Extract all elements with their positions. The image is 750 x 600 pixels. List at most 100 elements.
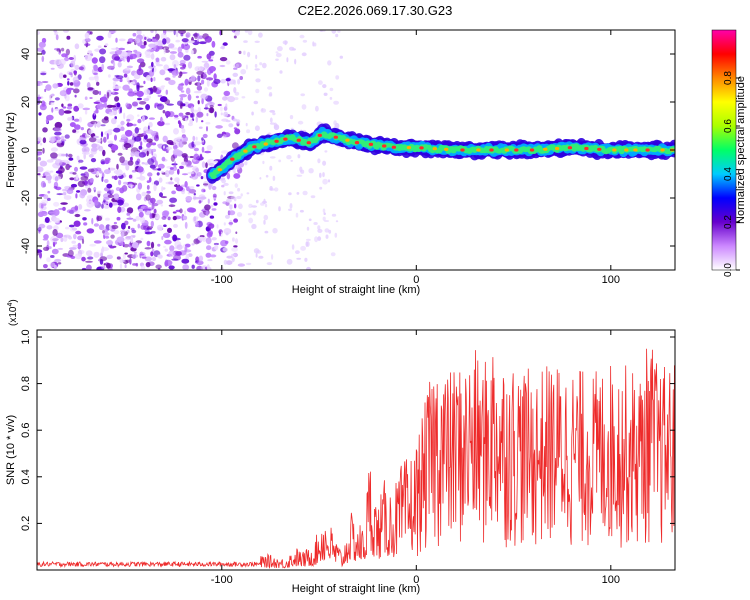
noise-speck [205,121,211,125]
noise-speck [177,120,181,125]
noise-speck [102,149,106,157]
noise-speck [148,43,156,48]
noise-speck [289,46,295,51]
noise-speck [173,223,178,228]
noise-speck [259,177,262,180]
noise-speck [308,168,314,174]
noise-speck [174,160,177,168]
noise-speck [181,173,189,176]
noise-speck [114,134,117,141]
noise-speck [115,37,118,43]
noise-speck [70,183,78,188]
noise-speck [105,240,114,246]
noise-speck [68,188,74,191]
noise-speck [225,103,228,109]
noise-speck [256,250,261,254]
noise-speck [195,116,198,123]
x-tick-label: 100 [602,274,620,286]
noise-speck [137,182,143,190]
noise-speck [180,32,184,37]
noise-speck [37,166,44,173]
colorbar-tick-label: 0.2 [723,215,734,229]
noise-speck [175,209,181,213]
noise-speck [222,247,228,252]
colorbar-ticks: 0.0 0.2 0.4 0.6 0.8 [723,71,740,277]
noise-speck [195,95,199,99]
noise-speck [322,208,326,213]
noise-speck [47,190,51,194]
noise-speck [204,36,212,43]
noise-speck [125,163,130,171]
noise-speck [160,32,167,40]
noise-speck [169,51,177,54]
noise-speck [142,223,149,226]
noise-speck [186,165,194,168]
noise-speck [138,208,144,213]
noise-speck [77,180,86,188]
noise-speck [193,32,199,39]
noise-speck [175,30,179,38]
noise-speck [136,82,140,89]
signal-peak [514,148,519,152]
noise-speck [69,247,77,250]
signal-peak [624,148,629,152]
noise-speck [149,197,156,204]
noise-speck [77,103,84,109]
noise-speck [264,230,269,234]
noise-speck [79,139,87,145]
noise-speck [161,85,166,88]
noise-speck [39,160,48,167]
noise-speck [145,129,154,134]
noise-speck [266,262,273,266]
noise-speck [72,76,79,83]
snr-ylabel: SNR (10 * v/v) [5,415,17,485]
noise-speck [69,177,75,181]
noise-speck [241,96,246,99]
signal-peak [432,147,437,151]
noise-speck [322,178,328,185]
noise-speck [137,223,141,229]
noise-speck [206,79,210,87]
noise-speck [146,207,153,211]
noise-speck [60,153,67,157]
noise-speck [177,46,182,54]
noise-speck [164,99,171,105]
noise-speck [77,242,82,250]
noise-speck [173,237,181,241]
noise-speck [74,124,81,130]
noise-speck [214,244,219,251]
noise-speck [269,156,276,159]
noise-speck [106,91,110,99]
noise-speck [60,202,68,205]
noise-speck [54,176,59,182]
noise-speck [206,145,213,151]
noise-speck [219,230,222,237]
y-tick-label: 40 [20,48,32,60]
noise-speck [135,215,140,221]
noise-speck [187,40,195,44]
noise-speck [331,213,337,217]
noise-speck [208,223,215,229]
noise-speck [219,57,228,62]
noise-speck [132,32,137,37]
noise-speck [111,53,120,61]
noise-speck [228,191,234,195]
noise-speck [125,259,130,263]
noise-speck [146,142,151,148]
noise-speck [53,264,57,270]
noise-speck [122,253,126,260]
noise-speck [297,120,304,125]
noise-speck [81,146,90,154]
noise-speck [54,121,63,129]
noise-speck [91,147,98,152]
noise-speck [73,105,80,112]
noise-speck [101,265,106,270]
noise-speck [72,129,77,133]
noise-speck [63,234,71,238]
noise-speck [234,128,241,135]
noise-speck [143,97,150,102]
signal-peak [554,146,560,151]
noise-speck [197,82,201,87]
snr-panel: -100 0 100 0.2 0.4 0.6 0.8 1.0 Height of straig… [5,299,676,595]
noise-speck [189,186,195,190]
